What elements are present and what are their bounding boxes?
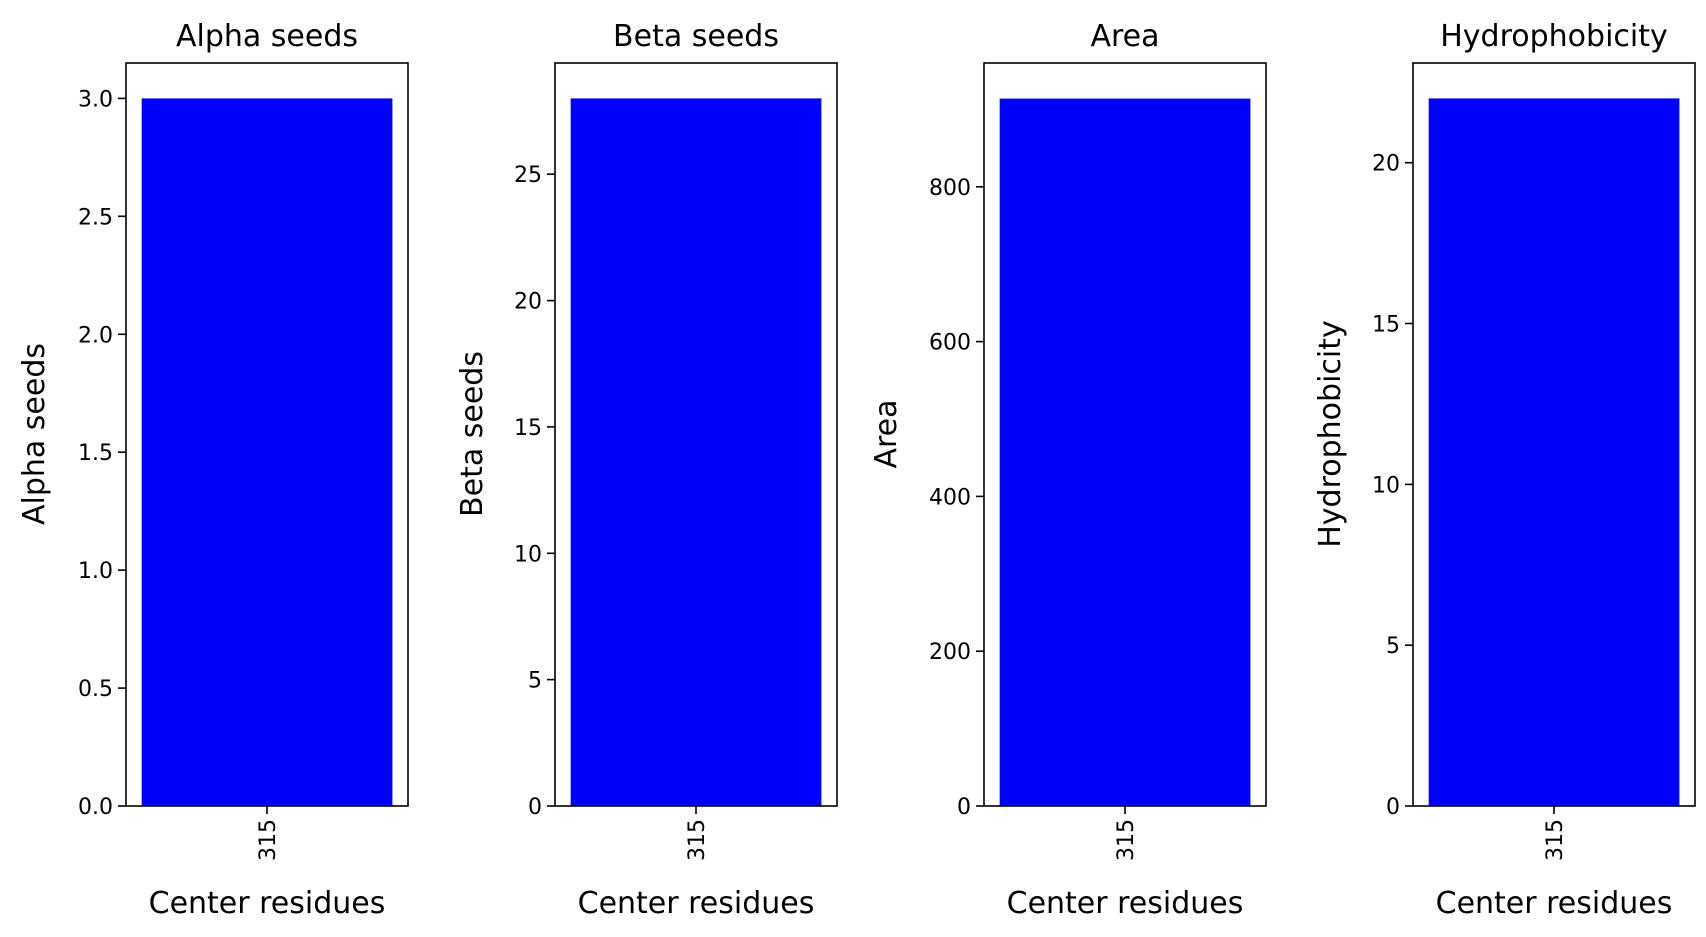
bar <box>141 98 393 806</box>
y-tick-label: 600 <box>929 331 971 356</box>
bars <box>570 98 822 806</box>
y-tick-label: 200 <box>929 640 971 665</box>
plot-frame <box>983 62 1267 807</box>
y-tick-label: 20 <box>514 290 542 315</box>
y-tick-label: 2.5 <box>78 205 113 230</box>
subplot-hydrophobicity: Hydrophobicity Hydrophobicity Center res… <box>1313 19 1696 921</box>
bars <box>141 98 393 806</box>
x-ticks: 315 <box>256 806 281 861</box>
y-ticks: 0 5 10 15 20 25 <box>514 163 555 820</box>
x-tick-label: 315 <box>1543 819 1568 861</box>
x-axis-label: Center residues <box>1436 886 1673 921</box>
x-ticks: 315 <box>1543 806 1568 861</box>
x-tick-label: 315 <box>685 819 710 861</box>
y-tick-label: 15 <box>1372 313 1400 338</box>
y-axis-label: Beta seeds <box>455 351 490 517</box>
y-tick-label: 5 <box>528 669 542 694</box>
y-tick-label: 0.5 <box>78 677 113 702</box>
y-axis-label: Area <box>869 399 904 468</box>
subplot-beta-seeds: Beta seeds Beta seeds Center residues 0 5… <box>455 19 838 921</box>
y-axis-label: Hydrophobicity <box>1313 320 1348 548</box>
x-tick-label: 315 <box>256 819 281 861</box>
y-tick-label: 0 <box>1386 795 1400 820</box>
y-tick-label: 3.0 <box>78 87 113 112</box>
chart-title: Area <box>1090 19 1159 54</box>
subplot-alpha-seeds: Alpha seeds Alpha seeds Center residues … <box>17 19 409 921</box>
chart-title: Alpha seeds <box>176 19 358 54</box>
y-tick-label: 800 <box>929 176 971 201</box>
y-ticks: 0.0 0.5 1.0 1.5 2.0 2.5 3.0 <box>78 87 126 820</box>
y-tick-label: 10 <box>1372 473 1400 498</box>
y-tick-label: 15 <box>514 416 542 441</box>
y-ticks: 0 5 10 15 20 <box>1372 152 1413 820</box>
bar <box>1428 98 1680 806</box>
bars <box>1428 98 1680 806</box>
x-ticks: 315 <box>685 806 710 861</box>
y-tick-label: 1.5 <box>78 441 113 466</box>
x-axis-label: Center residues <box>578 886 815 921</box>
y-axis-label: Alpha seeds <box>17 343 52 525</box>
bar <box>570 98 822 806</box>
bar <box>999 98 1251 807</box>
y-tick-label: 1.0 <box>78 559 113 584</box>
y-tick-label: 25 <box>514 163 542 188</box>
x-tick-label: 315 <box>1114 819 1139 861</box>
plot-frame <box>554 62 838 807</box>
plot-frame <box>125 62 409 807</box>
y-tick-label: 0.0 <box>78 795 113 820</box>
y-tick-label: 10 <box>514 542 542 567</box>
chart-title: Beta seeds <box>613 19 779 54</box>
chart-title: Hydrophobicity <box>1440 19 1668 54</box>
y-tick-label: 2.0 <box>78 323 113 348</box>
plot-frame <box>1412 62 1696 807</box>
subplot-area: Area Area Center residues 0200400600800 … <box>869 19 1267 921</box>
y-tick-label: 20 <box>1372 152 1400 177</box>
y-tick-label: 0 <box>528 795 542 820</box>
y-tick-label: 400 <box>929 485 971 510</box>
y-ticks: 0 200 400 600 800 <box>929 176 984 820</box>
x-axis-label: Center residues <box>149 886 386 921</box>
x-axis-label: Center residues <box>1007 886 1244 921</box>
y-tick-label: 5 <box>1386 634 1400 659</box>
y-tick-label: 0 <box>957 795 971 820</box>
x-ticks: 315 <box>1114 806 1139 861</box>
bars <box>999 98 1251 807</box>
